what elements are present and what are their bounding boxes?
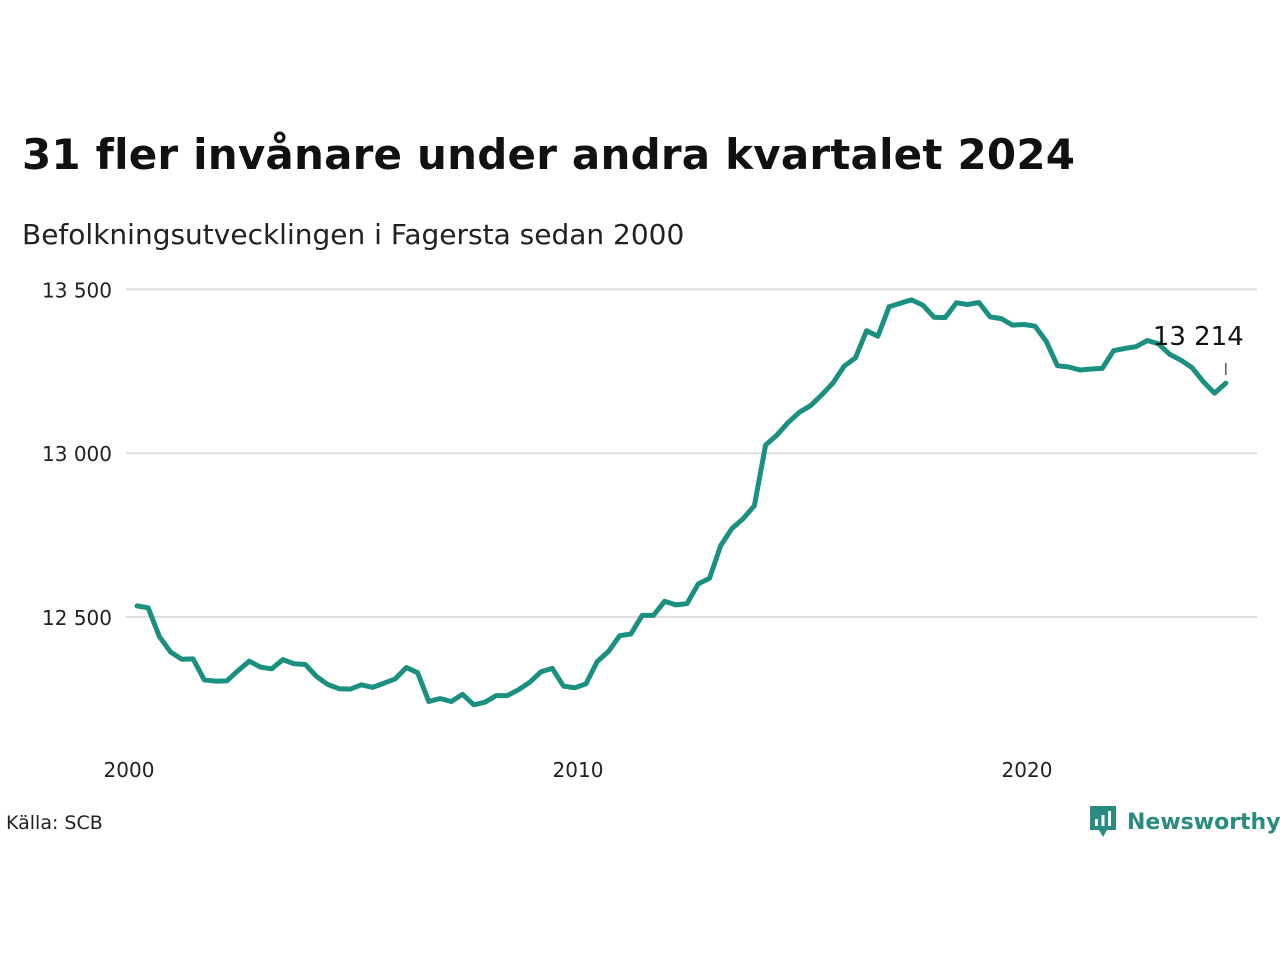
source-credit: Källa: SCB	[6, 812, 103, 834]
x-tick-label: 2020	[1002, 758, 1053, 782]
y-tick-label: 12 500	[42, 606, 112, 630]
x-axis-ticks: 2000 2010 2020	[104, 758, 1053, 782]
brand-logo: Newsworthy	[1088, 804, 1280, 840]
y-axis-ticks: 12 500 13 000 13 500	[42, 278, 112, 630]
brand-name: Newsworthy	[1127, 809, 1280, 835]
series-group	[134, 297, 1229, 708]
newsworthy-logo-icon	[1090, 806, 1116, 837]
y-tick-label: 13 500	[42, 278, 112, 302]
chart-subtitle: Befolkningsutvecklingen i Fagersta sedan…	[22, 218, 685, 251]
chart-title: 31 fler invånare under andra kvartalet 2…	[22, 130, 1076, 179]
series-line	[134, 297, 1229, 708]
x-tick-label: 2010	[553, 758, 604, 782]
annotation-label: 13 214	[1153, 322, 1244, 352]
y-tick-label: 13 000	[42, 442, 112, 466]
x-tick-label: 2000	[104, 758, 155, 782]
annotation-group: 13 214	[1153, 322, 1244, 375]
gridlines	[126, 288, 1257, 618]
